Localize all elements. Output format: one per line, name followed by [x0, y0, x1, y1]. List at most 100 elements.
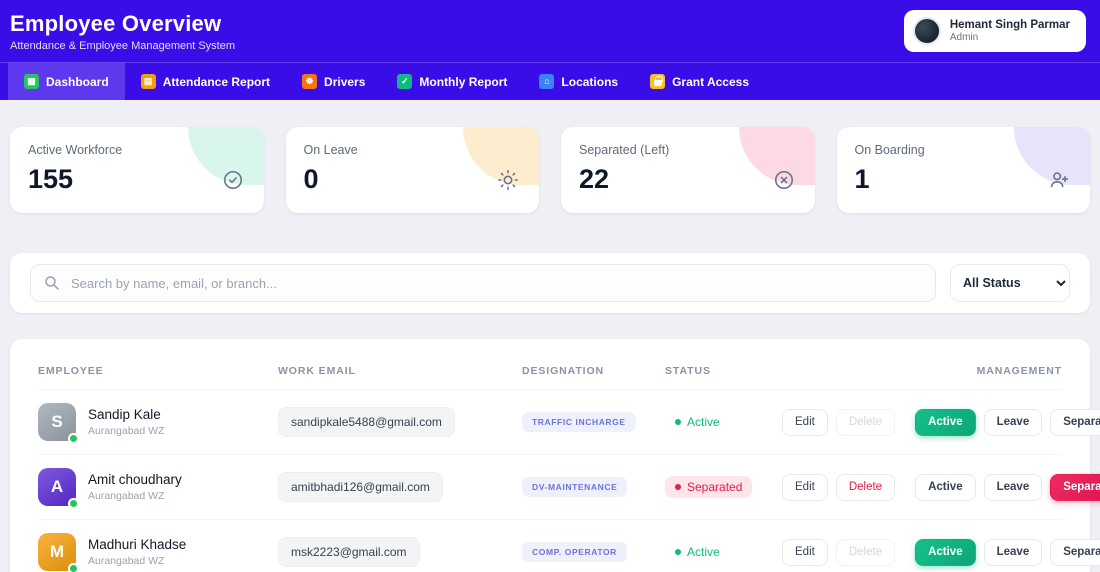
delete-button[interactable]: Delete [835, 408, 896, 436]
management-cell: Edit Delete Active Leave Separated [782, 538, 1100, 566]
status-dot [675, 484, 681, 490]
avatar-initial: M [49, 542, 65, 561]
table-row: A Amit choudhary Aurangabad WZ amitbhadi… [38, 454, 1100, 519]
tab-label: Drivers [324, 74, 366, 89]
page-subtitle: Attendance & Employee Management System [10, 39, 236, 52]
tab-grant-access[interactable]: Grant Access [634, 63, 765, 100]
user-avatar [912, 17, 941, 45]
set-leave-button[interactable]: Leave [983, 538, 1043, 566]
tab-label: Locations [561, 74, 619, 89]
employee-branch: Aurangabad WZ [88, 425, 165, 437]
main-nav: ▦ Dashboard ▤ Attendance Report ☸ Driver… [0, 62, 1100, 100]
tab-label: Attendance Report [162, 74, 271, 89]
edit-button[interactable]: Edit [782, 473, 828, 501]
user-meta: Hemant Singh Parmar Admin [950, 19, 1070, 43]
designation-badge: DV-MAINTENANCE [522, 477, 628, 497]
header-titles: Employee Overview Attendance & Employee … [10, 11, 235, 52]
tab-dashboard[interactable]: ▦ Dashboard [8, 63, 125, 100]
employee-meta: Sandip Kale Aurangabad WZ [88, 407, 164, 437]
col-header-status: STATUS [665, 365, 711, 377]
work-email: msk2223@gmail.com [278, 537, 420, 567]
set-separated-button[interactable]: Separated [1050, 473, 1100, 501]
set-leave-button[interactable]: Leave [983, 408, 1043, 436]
designation-badge: COMP. OPERATOR [522, 542, 627, 562]
tab-drivers[interactable]: ☸ Drivers [286, 63, 381, 100]
stat-value: 155 [28, 164, 74, 194]
employee-cell: A Amit choudhary Aurangabad WZ [38, 468, 278, 509]
status-filter-select[interactable]: All Status [950, 264, 1070, 302]
search-bar: All Status [10, 253, 1090, 313]
designation-cell: COMP. OPERATOR [522, 542, 665, 562]
tab-attendance-report[interactable]: ▤ Attendance Report [125, 63, 286, 100]
status-cell: Active [665, 541, 782, 563]
designation-cell: TRAFFIC INCHARGE [522, 412, 665, 432]
set-active-button[interactable]: Active [915, 473, 976, 501]
table-row: S Sandip Kale Aurangabad WZ sandipkale54… [38, 389, 1100, 454]
notebook-icon: ▤ [140, 74, 156, 89]
status-badge: Separated [665, 476, 753, 498]
building-icon: ⌂ [539, 74, 555, 89]
employee-table: EMPLOYEE WORK EMAIL DESIGNATION STATUS M… [10, 339, 1100, 572]
tab-monthly-report[interactable]: ✓ Monthly Report [381, 63, 523, 100]
avatar-initial: A [50, 477, 64, 496]
user-role: Admin [949, 32, 979, 43]
edit-button[interactable]: Edit [782, 538, 828, 566]
status-dot [675, 419, 681, 425]
employee-cell: S Sandip Kale Aurangabad WZ [38, 403, 278, 444]
email-cell: msk2223@gmail.com [278, 537, 522, 567]
email-cell: sandipkale5488@gmail.com [278, 407, 522, 437]
table-row: M Madhuri Khadse Aurangabad WZ msk2223@g… [38, 519, 1100, 572]
work-email: amitbhadi126@gmail.com [278, 472, 443, 502]
online-dot [68, 433, 79, 444]
user-name: Hemant Singh Parmar [949, 19, 1070, 31]
avatar: M [38, 533, 79, 572]
user-profile[interactable]: Hemant Singh Parmar Admin [903, 10, 1086, 52]
status-cell: Separated [665, 476, 782, 498]
set-separated-button[interactable]: Separated [1050, 538, 1100, 566]
set-separated-button[interactable]: Separated [1050, 408, 1100, 436]
search-box [30, 264, 936, 302]
app-header: Employee Overview Attendance & Employee … [0, 0, 1100, 62]
tab-label: Grant Access [672, 74, 750, 89]
employee-name: Amit choudhary [88, 472, 182, 487]
employee-meta: Amit choudhary Aurangabad WZ [88, 472, 182, 502]
avatar: A [38, 468, 79, 509]
management-cell: Edit Delete Active Leave Separated [782, 473, 1100, 501]
set-active-button[interactable]: Active [915, 538, 976, 566]
steering-wheel-icon: ☸ [302, 74, 318, 89]
status-text: Separated [687, 480, 743, 494]
col-header-employee: EMPLOYEE [38, 365, 104, 377]
tab-locations[interactable]: ⌂ Locations [523, 63, 634, 100]
col-header-designation: DESIGNATION [522, 365, 605, 377]
lock-icon [650, 74, 666, 89]
designation-badge: TRAFFIC INCHARGE [522, 412, 636, 432]
edit-button[interactable]: Edit [782, 408, 828, 436]
col-header-email: WORK EMAIL [278, 365, 356, 377]
stat-value: 1 [854, 164, 870, 194]
status-dot [675, 549, 681, 555]
stat-label: On Leave [303, 143, 358, 157]
set-leave-button[interactable]: Leave [983, 473, 1043, 501]
employee-meta: Madhuri Khadse Aurangabad WZ [88, 537, 186, 567]
stat-card-separated: Separated (Left) 22 [561, 127, 815, 213]
status-badge: Active [665, 541, 730, 563]
search-input[interactable] [30, 264, 936, 302]
stat-value: 0 [303, 164, 319, 194]
stats-row: Active Workforce 155 On Leave 0 Separate… [10, 127, 1090, 213]
work-email: sandipkale5488@gmail.com [278, 407, 455, 437]
status-cell: Active [665, 411, 782, 433]
set-active-button[interactable]: Active [915, 408, 976, 436]
employee-name: Madhuri Khadse [88, 537, 187, 552]
online-dot [68, 498, 79, 509]
status-text: Active [687, 415, 720, 429]
stat-card-active-workforce: Active Workforce 155 [10, 127, 264, 213]
stat-card-onboarding: On Boarding 1 [836, 127, 1090, 213]
main-content: Active Workforce 155 On Leave 0 Separate… [0, 100, 1100, 572]
avatar: S [38, 403, 79, 444]
delete-button[interactable]: Delete [835, 538, 896, 566]
stat-label: Active Workforce [28, 143, 123, 157]
status-text: Active [687, 545, 720, 559]
dashboard-icon: ▦ [24, 74, 39, 89]
table-header-row: EMPLOYEE WORK EMAIL DESIGNATION STATUS M… [38, 347, 1062, 389]
delete-button[interactable]: Delete [835, 473, 896, 501]
